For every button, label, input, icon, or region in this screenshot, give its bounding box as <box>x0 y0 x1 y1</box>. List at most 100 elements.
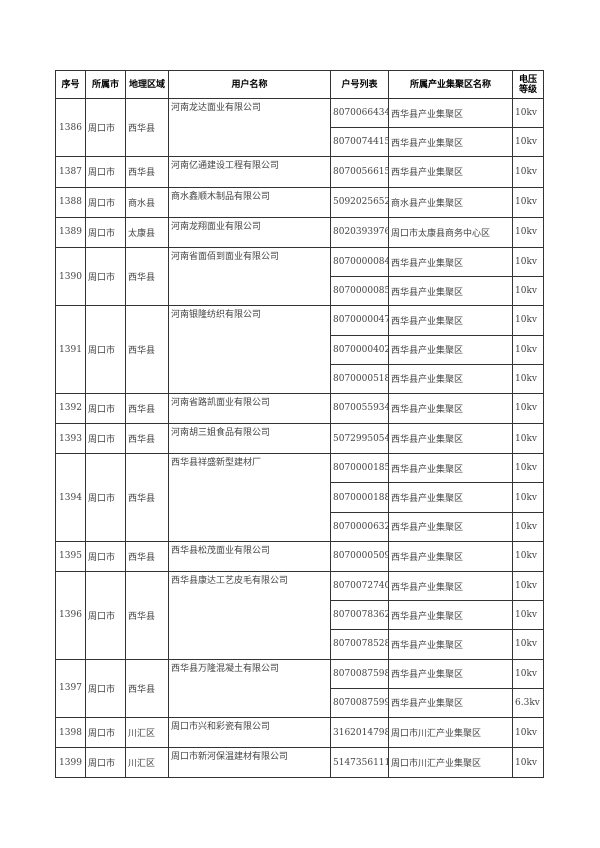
row-voltage: 10kv <box>512 276 544 307</box>
row-area: 太康县 <box>125 216 169 248</box>
row-cluster-name: 周口市川汇产业集聚区 <box>388 747 513 779</box>
row-number: 1392 <box>55 392 86 425</box>
row-area: 川汇区 <box>125 747 169 779</box>
row-city: 周口市 <box>85 216 126 248</box>
row-voltage: 10kv <box>512 600 544 631</box>
table-row: 1386 周口市 西华县 河南龙达面业有限公司 8070066434 西华县产业集聚区 10… <box>55 97 544 158</box>
row-city: 周口市 <box>85 186 126 218</box>
row-number: 1390 <box>55 246 86 307</box>
row-city: 周口市 <box>85 540 126 573</box>
row-user-name: 西华县松茂面业有限公司 <box>168 540 331 573</box>
row-cluster-name: 西华县产业集聚区 <box>388 127 513 158</box>
row-user-name: 河南省路凯面业有限公司 <box>168 392 331 425</box>
header-voltage: 电压等级 <box>512 70 544 99</box>
row-cluster-name: 西华县产业集聚区 <box>388 570 513 602</box>
header-city: 所属市 <box>85 70 126 99</box>
row-cluster-name: 西华县产业集聚区 <box>388 540 513 573</box>
row-city: 周口市 <box>85 392 126 425</box>
row-user-name: 西华县万隆混凝土有限公司 <box>168 658 331 718</box>
row-city: 周口市 <box>85 156 126 188</box>
table-row: 1396 周口市 西华县 西华县康达工艺皮毛有限公司 8070072740 西华县产业集聚… <box>55 570 544 660</box>
row-user-name: 周口市新河保温建材有限公司 <box>168 747 331 779</box>
row-city: 周口市 <box>85 453 126 542</box>
table-row: 8070000632 西华县产业集聚区 10kv <box>56 511 544 542</box>
row-user-name: 河南龙达面业有限公司 <box>168 97 331 158</box>
row-area: 川汇区 <box>125 716 169 749</box>
row-voltage: 10kv <box>512 511 544 542</box>
table-row: 8070000518 西华县产业集聚区 10kv <box>56 363 544 394</box>
row-area: 西华县 <box>125 246 169 307</box>
table-row: 8070074415 西华县产业集聚区 10kv <box>56 127 544 158</box>
row-area: 西华县 <box>125 658 169 718</box>
row-user-name: 周口市兴和彩瓷有限公司 <box>168 716 331 749</box>
row-voltage: 10kv <box>512 747 544 779</box>
row-city: 周口市 <box>85 716 126 749</box>
row-account-number: 8070000518 <box>330 363 389 394</box>
table-row: 1393 周口市 西华县 河南胡三姐食品有限公司 5072995054 西华县产业集聚区 1… <box>55 423 544 455</box>
row-account-number: 8070078528 <box>330 629 389 660</box>
row-cluster-name: 西华县产业集聚区 <box>388 482 513 513</box>
row-voltage: 10kv <box>512 156 544 188</box>
row-cluster-name: 西华县产业集聚区 <box>388 392 513 425</box>
table-row: 1399 周口市 川汇区 周口市新河保温建材有限公司 5147356111 周口市川汇产业… <box>55 747 544 779</box>
row-account-number: 8070000188 <box>330 482 389 513</box>
header-cluster-name: 所属产业集聚区名称 <box>388 70 513 99</box>
row-city: 周口市 <box>85 747 126 779</box>
row-voltage: 10kv <box>512 246 544 278</box>
row-voltage: 10kv <box>512 186 544 218</box>
row-city: 周口市 <box>85 571 126 660</box>
table-row: 1388 周口市 商水县 商水鑫顺木制品有限公司 5092025652 商水县产业集聚区 1… <box>55 186 544 218</box>
row-number: 1394 <box>55 453 86 542</box>
row-user-name: 西华县康达工艺皮毛有限公司 <box>168 571 331 660</box>
row-cluster-name: 西华县产业集聚区 <box>388 334 513 365</box>
table-row: 1395 周口市 西华县 西华县松茂面业有限公司 8070000509 西华县产业集聚区 1… <box>55 540 544 573</box>
row-voltage: 10kv <box>512 453 544 484</box>
table-row: 8070000188 西华县产业集聚区 10kv <box>56 482 544 513</box>
header-account-list: 户号列表 <box>330 70 389 99</box>
row-area: 西华县 <box>125 423 169 455</box>
row-voltage: 10kv <box>512 482 544 513</box>
row-area: 西华县 <box>125 453 169 542</box>
row-cluster-name: 商水县产业集聚区 <box>388 186 513 218</box>
table-row: 1398 周口市 川汇区 周口市兴和彩瓷有限公司 3162014798 周口市川汇产业集聚… <box>55 716 544 749</box>
row-account-number: 8070000632 <box>330 511 389 542</box>
row-area: 西华县 <box>125 392 169 425</box>
row-number: 1386 <box>55 97 86 158</box>
row-account-number: 8070000402 <box>330 334 389 365</box>
row-city: 周口市 <box>85 658 126 718</box>
row-voltage: 10kv <box>512 540 544 573</box>
row-voltage: 10kv <box>512 216 544 248</box>
table-row: 8070087599 西华县产业集聚区 6.3kv <box>56 687 544 718</box>
row-cluster-name: 西华县产业集聚区 <box>388 600 513 631</box>
row-account-number: 8070056615 <box>330 156 389 188</box>
row-voltage: 10kv <box>512 334 544 365</box>
row-voltage: 10kv <box>512 363 544 394</box>
row-cluster-name: 西华县产业集聚区 <box>388 305 513 336</box>
row-user-name: 河南龙翔面业有限公司 <box>168 216 331 248</box>
row-account-number: 5092025652 <box>330 186 389 218</box>
row-voltage: 6.3kv <box>512 687 544 718</box>
table-row: 1394 周口市 西华县 西华县祥盛新型建材厂 8070000185 西华县产业集聚区 10… <box>55 453 544 542</box>
table-row: 1387 周口市 西华县 河南亿通建设工程有限公司 8070056615 西华县产业集聚区… <box>55 156 544 188</box>
row-voltage: 10kv <box>512 570 544 602</box>
row-account-number: 8070055934 <box>330 392 389 425</box>
row-account-number: 8020393976 <box>330 216 389 248</box>
row-area: 西华县 <box>125 571 169 660</box>
row-account-number: 8070000085 <box>330 276 389 307</box>
row-account-number: 8070087599 <box>330 687 389 718</box>
row-user-name: 西华县祥盛新型建材厂 <box>168 453 331 542</box>
row-cluster-name: 西华县产业集聚区 <box>388 363 513 394</box>
row-voltage: 10kv <box>512 658 544 689</box>
row-area: 商水县 <box>125 186 169 218</box>
row-cluster-name: 西华县产业集聚区 <box>388 629 513 660</box>
row-voltage: 10kv <box>512 127 544 158</box>
row-cluster-name: 周口市川汇产业集聚区 <box>388 716 513 749</box>
row-number: 1395 <box>55 540 86 573</box>
row-cluster-name: 西华县产业集聚区 <box>388 276 513 307</box>
header-no: 序号 <box>55 70 86 99</box>
row-number: 1389 <box>55 216 86 248</box>
row-account-number: 8070087598 <box>330 658 389 689</box>
row-city: 周口市 <box>85 305 126 394</box>
row-voltage: 10kv <box>512 423 544 455</box>
row-cluster-name: 西华县产业集聚区 <box>388 423 513 455</box>
